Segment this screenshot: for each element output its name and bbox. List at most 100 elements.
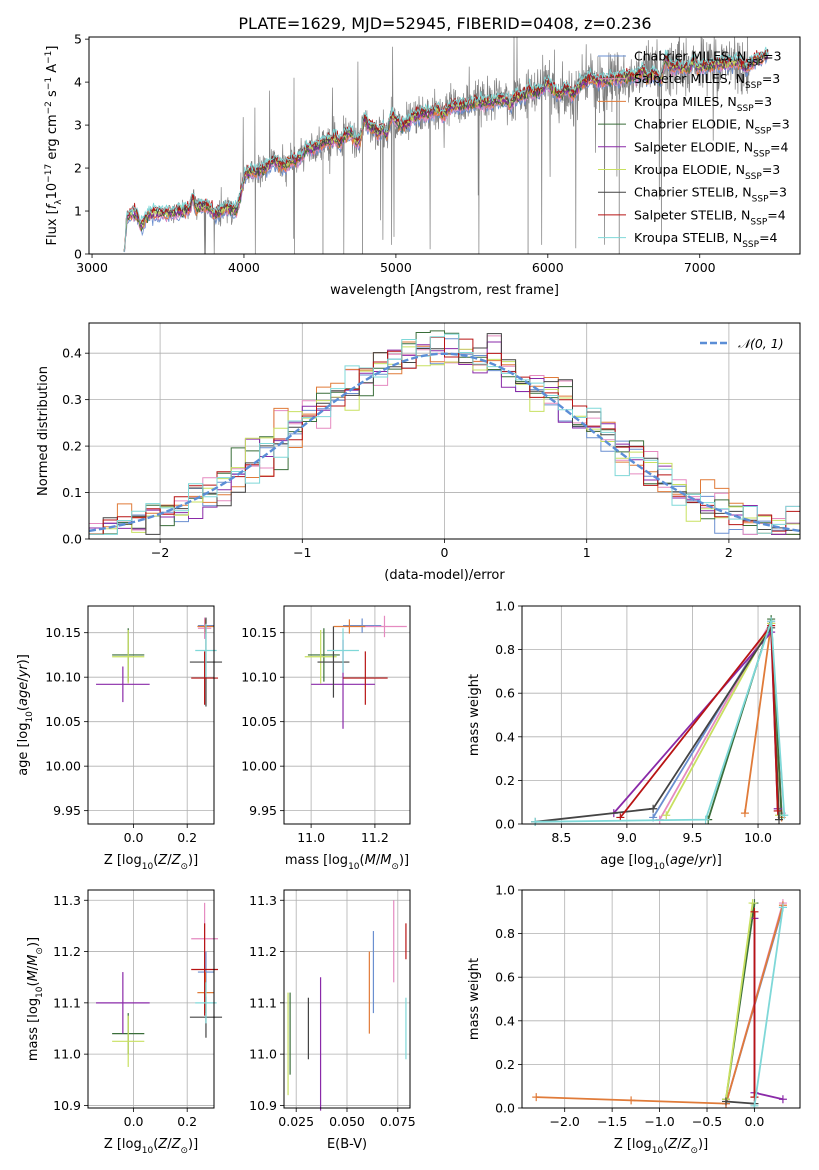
weight-line bbox=[753, 907, 784, 1106]
x-tick-label: 0.2 bbox=[177, 830, 197, 845]
legend-label-salpeter-elodie: Salpeter ELODIE, NSSP=4 bbox=[634, 139, 789, 159]
errorbar-salpeter-miles bbox=[197, 617, 212, 639]
weight-marker bbox=[649, 804, 658, 813]
spectrum-x-label: wavelength [Angstrom, rest frame] bbox=[330, 283, 559, 298]
errorbar-chabrier-elodie bbox=[307, 628, 340, 682]
mass-vs-metallicity-panel: 0.0 0.2 10.9 11.0 11.1 11.2 11.3 Z [log10(Z/Z⊙)… bbox=[26, 889, 223, 1156]
figure-title: PLATE=1629, MJD=52945, FIBERID=0408, z=0… bbox=[238, 14, 651, 33]
axes-frame bbox=[87, 605, 215, 825]
legend-label-kroupa-stelib: Kroupa STELIB, NSSP=4 bbox=[634, 230, 778, 250]
weight-vs-Z-x-label: Z [log10(Z/Z⊙)] bbox=[614, 1137, 708, 1156]
errorbar-salpeter-elodie bbox=[96, 666, 150, 703]
y-tick-label: 0.1 bbox=[62, 485, 82, 500]
y-tick-label: 0.0 bbox=[495, 817, 515, 832]
y-tick-label: 0.0 bbox=[495, 1101, 515, 1116]
x-tick-label: 0.0 bbox=[124, 1114, 144, 1129]
y-tick-label: 2 bbox=[74, 161, 82, 176]
errorbar-kroupa-elodie bbox=[112, 630, 145, 684]
y-tick-label: 10.10 bbox=[45, 670, 81, 685]
weight-marker bbox=[531, 817, 540, 826]
x-tick-label: 2 bbox=[725, 545, 733, 560]
x-tick-label: 6000 bbox=[532, 260, 564, 275]
weight-marker bbox=[750, 907, 759, 916]
errorbar-chabrier-stelib bbox=[317, 626, 350, 698]
errorbar-kroupa-stelib bbox=[195, 982, 217, 1024]
y-tick-label: 0.2 bbox=[495, 773, 515, 788]
x-tick-label: 5000 bbox=[380, 260, 412, 275]
spectrum-panel: 3000 4000 5000 6000 7000 0 1 2 3 4 5 Chabrier MILES… bbox=[44, 32, 801, 298]
age-vs-metallicity-panel: 0.0 0.2 9.95 10.00 10.05 10.10 10.15 Z [log10(Z… bbox=[16, 605, 223, 872]
residual-histogram-kroupa-stelib bbox=[89, 333, 800, 535]
errorbar-kroupa-miles bbox=[333, 619, 366, 634]
weight-series-chabrier-stelib bbox=[531, 623, 784, 826]
weight-series-salpeter-miles bbox=[655, 617, 786, 824]
axes-frame bbox=[88, 36, 801, 255]
x-tick-label: 8.5 bbox=[551, 830, 571, 845]
age-vs-mass-x-label: mass [log10(M/M⊙)] bbox=[285, 853, 409, 872]
y-tick-label: 10.05 bbox=[45, 714, 81, 729]
weight-vs-metallicity-panel: −2.0 −1.5 −1.0 −0.5 0.0 0.0 0.2 0.4 0.6 0.8 1.0 Z [… bbox=[467, 883, 801, 1156]
plot-area bbox=[532, 899, 787, 1110]
weight-line bbox=[658, 618, 783, 821]
weight-marker bbox=[701, 815, 710, 824]
axes-frame bbox=[283, 605, 411, 825]
spectrum-y-label: Flux [fλ10−17 erg cm−2 s−1 A−1] bbox=[44, 46, 64, 246]
errorbar-salpeter-stelib bbox=[343, 651, 388, 705]
plot-area bbox=[89, 330, 800, 535]
plot-area bbox=[287, 900, 407, 1111]
weight-marker bbox=[627, 1096, 636, 1105]
x-tick-label: −2.0 bbox=[550, 1114, 580, 1129]
y-tick-label: 10.9 bbox=[53, 1098, 81, 1113]
y-tick-label: 10.15 bbox=[45, 625, 81, 640]
y-tick-label: 1.0 bbox=[495, 883, 515, 898]
x-tick-label: −1.0 bbox=[644, 1114, 674, 1129]
weight-marker bbox=[775, 815, 784, 824]
legend-label-chabrier-stelib: Chabrier STELIB, NSSP=3 bbox=[634, 185, 787, 205]
weight-line bbox=[665, 620, 780, 816]
x-tick-label: 3000 bbox=[76, 260, 108, 275]
weight-marker bbox=[780, 811, 789, 820]
x-tick-label: 9.5 bbox=[683, 830, 703, 845]
y-tick-label: 10.15 bbox=[241, 625, 277, 640]
x-tick-label: −1.5 bbox=[597, 1114, 627, 1129]
age-vs-mass-panel: 11.0 11.2 9.95 10.00 10.05 10.10 10.15 mass [lo… bbox=[241, 605, 411, 872]
y-tick-label: 11.2 bbox=[249, 944, 277, 959]
x-tick-label: 4000 bbox=[228, 260, 260, 275]
y-tick-label: 0.4 bbox=[495, 1013, 515, 1028]
plot-area bbox=[304, 615, 407, 729]
weight-vs-age-x-label: age [log10(age/yr)] bbox=[600, 853, 722, 872]
y-tick-label: 0.3 bbox=[62, 392, 82, 407]
errorbar-kroupa-stelib bbox=[195, 623, 217, 678]
plot-area bbox=[96, 617, 223, 707]
weight-marker bbox=[740, 809, 749, 818]
residual-x-label: (data-model)/error bbox=[384, 568, 505, 583]
weight-series-kroupa-stelib bbox=[750, 903, 787, 1110]
x-tick-label: 0 bbox=[441, 545, 449, 560]
y-tick-label: 0.2 bbox=[62, 439, 82, 454]
x-tick-label: 10.0 bbox=[744, 830, 772, 845]
y-tick-label: 11.1 bbox=[249, 995, 277, 1010]
axes-frame bbox=[521, 605, 801, 825]
legend-label-chabrier-elodie: Chabrier ELODIE, NSSP=3 bbox=[634, 117, 790, 137]
weight-marker bbox=[721, 1097, 730, 1106]
y-tick-label: 10.9 bbox=[249, 1098, 277, 1113]
y-tick-label: 3 bbox=[74, 118, 82, 133]
legend-label-salpeter-stelib: Salpeter STELIB, NSSP=4 bbox=[634, 207, 786, 227]
residual-y-label: Normed distribution bbox=[36, 366, 51, 496]
y-tick-label: 11.3 bbox=[53, 893, 81, 908]
axes-frame bbox=[87, 889, 215, 1109]
weight-marker bbox=[662, 811, 671, 820]
x-tick-label: −1 bbox=[293, 545, 311, 560]
plot-area bbox=[123, 37, 769, 254]
x-tick-label: 0.025 bbox=[278, 1114, 314, 1129]
weight-vs-age-panel: 8.5 9.0 9.5 10.0 0.0 0.2 0.4 0.6 0.8 1.0 age [log1… bbox=[467, 599, 801, 872]
errorbar-salpeter-elodie bbox=[96, 972, 150, 1034]
weight-series-chabrier-elodie bbox=[721, 899, 759, 1104]
age-vs-Z-x-label: Z [log10(Z/Z⊙)] bbox=[104, 853, 198, 872]
y-tick-label: 0.0 bbox=[62, 532, 82, 547]
legend-label-normal: 𝒩(0, 1) bbox=[738, 336, 784, 351]
y-tick-label: 5 bbox=[74, 32, 82, 47]
residual-histogram-kroupa-elodie bbox=[89, 346, 800, 535]
plot-area bbox=[531, 615, 789, 826]
